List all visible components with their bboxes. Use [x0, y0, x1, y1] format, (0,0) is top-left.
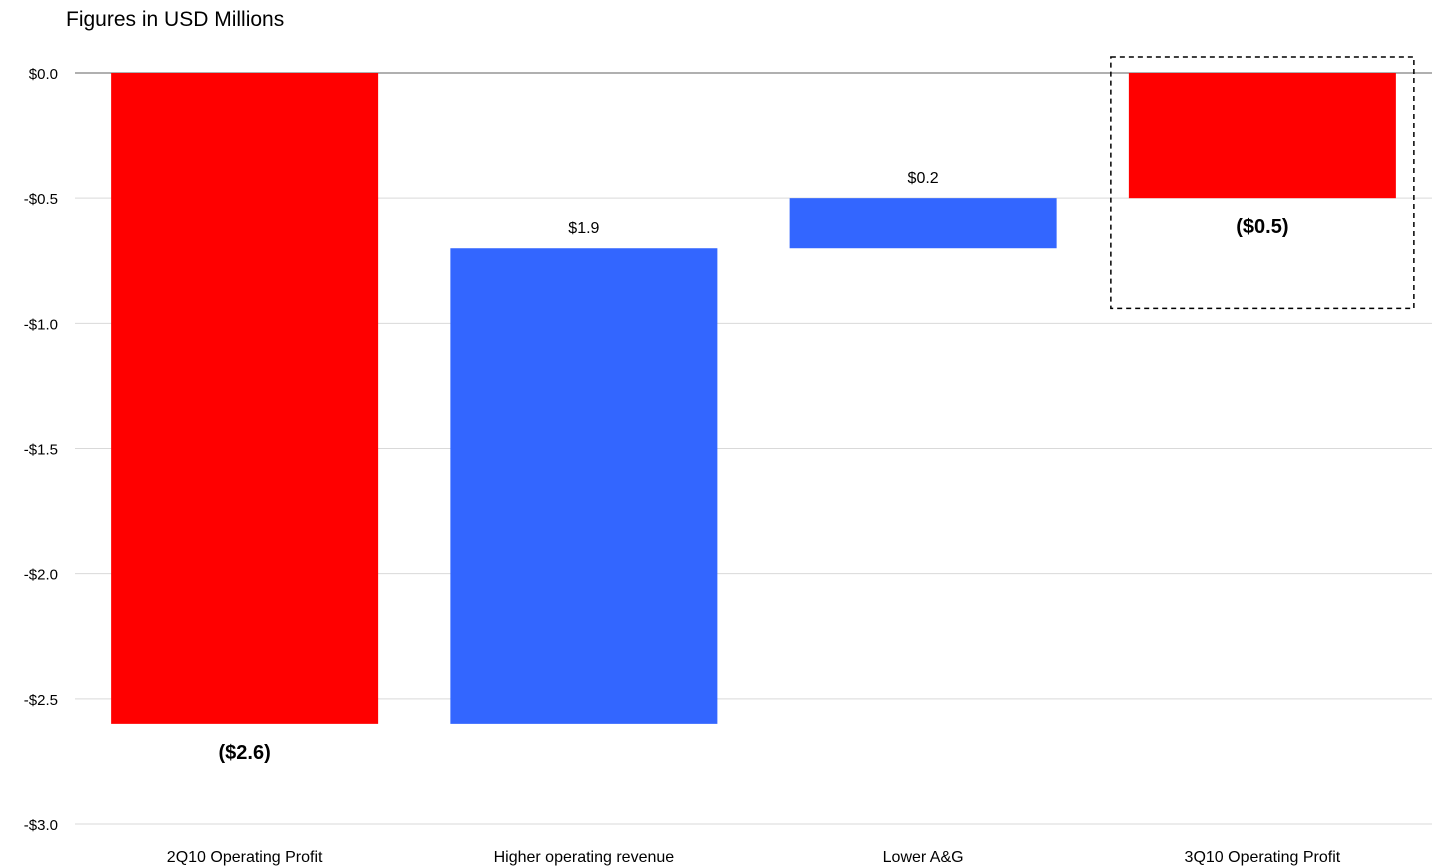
- data-label: ($0.5): [1236, 216, 1288, 238]
- bar-1: [111, 73, 379, 724]
- x-tick-label: 3Q10 Operating Profit: [1185, 849, 1341, 866]
- highlight-box: [1110, 56, 1415, 310]
- chart-subtitle: Figures in USD Millions: [66, 8, 285, 31]
- y-tick-label: $0.0: [29, 66, 58, 83]
- x-tick-label: Lower A&G: [883, 849, 964, 866]
- y-tick-label: -$1.0: [24, 316, 58, 333]
- y-tick-label: -$3.0: [24, 817, 58, 834]
- data-label: $1.9: [568, 220, 599, 237]
- bar-3: [789, 198, 1057, 249]
- bar-2: [450, 248, 718, 724]
- y-axis: $0.0 -$0.5 -$1.0 -$1.5 -$2.0 -$2.5 -$3.0: [24, 66, 58, 834]
- x-tick-label: Higher operating revenue: [494, 849, 675, 866]
- y-tick-label: -$2.0: [24, 567, 58, 584]
- y-tick-label: -$1.5: [24, 442, 58, 459]
- data-label: $0.2: [908, 170, 939, 187]
- y-tick-label: -$2.5: [24, 692, 58, 709]
- bar-4: [1128, 73, 1396, 199]
- data-label: ($2.6): [219, 742, 271, 764]
- x-tick-label: 2Q10 Operating Profit: [167, 849, 323, 866]
- y-tick-label: -$0.5: [24, 191, 58, 208]
- x-axis: 2Q10 Operating Profit Higher operating re…: [167, 849, 1341, 866]
- bars: ($2.6) $1.9 $0.2 ($0.5): [111, 73, 1396, 764]
